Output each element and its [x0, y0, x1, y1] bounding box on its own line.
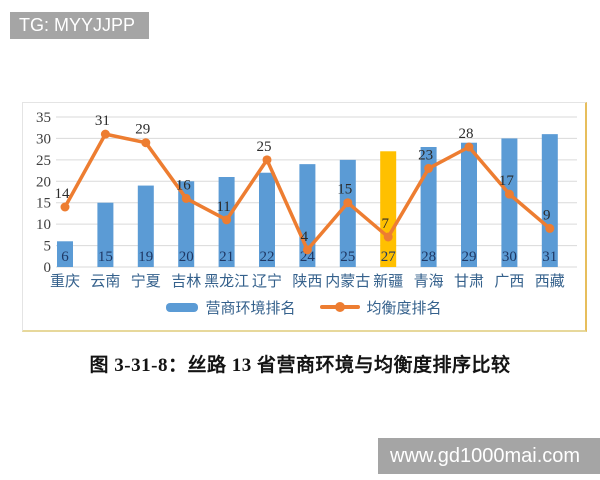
bar-value-label: 15: [98, 249, 113, 265]
chart-panel: 0 5 10 15 20 25 30 35 6 15 19 20 21 22 24 25 27 28 29 30 31 重…: [22, 102, 587, 332]
bar: [461, 142, 477, 267]
x-axis-category-label: 宁夏: [131, 273, 161, 290]
line-marker: [383, 232, 393, 242]
line-marker: [545, 223, 555, 233]
legend-line-swatch-icon: [319, 302, 360, 312]
line-marker: [181, 193, 191, 203]
line-value-label: 16: [176, 177, 192, 193]
y-axis-tick: 5: [44, 239, 52, 255]
line-marker: [100, 129, 110, 139]
bar: [501, 138, 518, 267]
line-marker: [464, 142, 474, 152]
bar: [97, 202, 114, 267]
x-axis-category-label: 云南: [90, 273, 120, 290]
bar: [339, 159, 356, 267]
bar-value-label: 31: [542, 249, 557, 265]
bar: [178, 181, 195, 267]
bar-value-label: 21: [219, 249, 234, 265]
bar-value-label: 6: [61, 249, 69, 265]
combo-chart: 0 5 10 15 20 25 30 35 6 15 19 20 21 22 24 25 27 28 29 30 31 重…: [36, 110, 577, 290]
watermark-telegram: TG: MYYJJPP: [10, 12, 149, 39]
x-axis-category-label: 广西: [494, 273, 524, 290]
bar-value-label: 27: [381, 249, 397, 265]
x-axis-category-label: 内蒙古: [325, 273, 370, 290]
line-marker: [141, 138, 151, 148]
line-marker: [262, 155, 272, 165]
line-marker: [504, 189, 514, 199]
x-axis-category-label: 辽宁: [252, 273, 282, 290]
line-value-label: 25: [257, 139, 272, 155]
line-value-label: 29: [135, 122, 150, 138]
y-axis-tick: 0: [44, 260, 52, 276]
bar: [57, 241, 73, 267]
bar-value-label: 20: [179, 249, 194, 265]
line-value-label: 14: [55, 186, 71, 202]
legend-item-line: 均衡度排名: [319, 297, 442, 318]
x-axis-category-label: 黑龙江: [204, 273, 249, 290]
line-value-label: 31: [95, 113, 110, 129]
line-marker: [302, 245, 312, 255]
x-axis-category-label: 吉林: [171, 273, 201, 290]
bar-value-label: 30: [502, 249, 517, 265]
watermark-site: www.gd1000mai.com: [378, 438, 600, 474]
line-value-label: 9: [543, 207, 551, 223]
line-marker: [343, 198, 353, 208]
y-axis-tick: 15: [36, 196, 51, 212]
bar-value-label: 22: [260, 249, 275, 265]
bar-value-label: 25: [340, 249, 355, 265]
line-value-label: 7: [381, 216, 389, 232]
y-axis-tick: 25: [36, 153, 51, 169]
bar-value-label: 29: [462, 249, 477, 265]
legend-bar-swatch-icon: [166, 302, 199, 312]
bar-value-label: 28: [421, 249, 436, 265]
line-value-label: 23: [418, 147, 433, 163]
y-axis-tick: 35: [36, 110, 51, 126]
line-value-label: 17: [499, 173, 515, 189]
x-axis-category-label: 新疆: [373, 273, 403, 290]
legend-line-label: 均衡度排名: [366, 300, 442, 317]
bar: [259, 172, 275, 267]
line-value-label: 15: [337, 182, 352, 198]
line-value-label: 4: [301, 229, 309, 245]
line-value-label: 28: [459, 126, 474, 142]
x-axis-category-label: 青海: [414, 273, 444, 290]
y-axis-tick: 20: [36, 174, 51, 190]
y-axis-tick: 30: [36, 131, 51, 147]
x-axis-category-label: 重庆: [50, 273, 80, 290]
bar: [541, 134, 558, 267]
figure-caption: 图 3-31-8：丝路 13 省营商环境与均衡度排序比较: [89, 355, 511, 376]
line-value-label: 11: [216, 199, 230, 215]
y-axis-tick: 10: [36, 217, 51, 233]
line-marker: [222, 215, 232, 225]
line-marker: [424, 163, 434, 173]
bar-value-label: 24: [300, 249, 316, 265]
bar: [137, 185, 154, 267]
bar-value-label: 19: [138, 249, 153, 265]
x-axis-category-label: 西藏: [535, 273, 565, 290]
x-axis-category-label: 甘肃: [454, 273, 484, 290]
line-marker: [60, 202, 70, 212]
legend-bar-label: 营商环境排名: [205, 300, 296, 317]
x-axis-category-label: 陕西: [292, 273, 322, 290]
legend-item-bar: 营商环境排名: [166, 297, 296, 318]
chart-legend: 营商环境排名 均衡度排名: [23, 294, 585, 320]
